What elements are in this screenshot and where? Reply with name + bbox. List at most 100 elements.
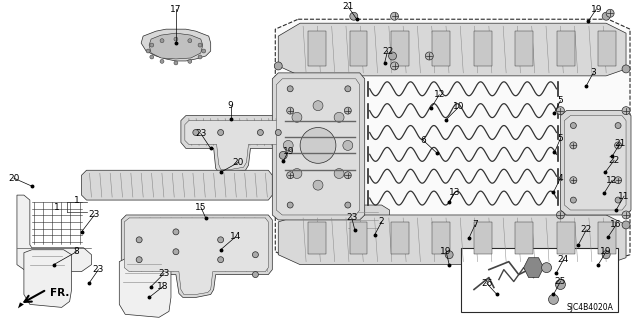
Polygon shape [276,79,360,215]
Bar [474,31,492,66]
Text: 15: 15 [195,203,207,211]
Circle shape [570,122,577,129]
Text: 23: 23 [93,265,104,274]
Circle shape [218,130,223,136]
Circle shape [445,251,453,259]
Text: 23: 23 [195,129,207,138]
Text: 22: 22 [382,47,393,56]
Bar [308,31,326,66]
Circle shape [188,59,192,63]
Circle shape [252,252,259,258]
Text: 11: 11 [618,192,630,201]
Circle shape [313,180,323,190]
Circle shape [570,142,577,149]
Text: 20: 20 [233,158,244,167]
Circle shape [390,12,399,20]
Circle shape [390,62,399,70]
Circle shape [614,177,621,184]
Bar [391,222,409,254]
Circle shape [556,107,564,115]
Text: SJC4B4020A: SJC4B4020A [566,303,613,312]
Circle shape [218,237,223,243]
Circle shape [622,221,630,229]
Circle shape [198,43,202,47]
Circle shape [350,12,358,20]
Polygon shape [181,115,290,172]
Polygon shape [18,302,24,308]
Circle shape [602,12,610,20]
Circle shape [570,177,577,184]
Polygon shape [564,115,626,210]
Circle shape [556,279,565,289]
Circle shape [188,39,192,43]
Text: 17: 17 [170,5,182,14]
Circle shape [388,52,397,60]
Circle shape [202,49,205,53]
Text: 1: 1 [74,196,79,204]
Circle shape [426,52,433,60]
Text: 18: 18 [157,282,169,291]
Circle shape [279,152,287,159]
Circle shape [275,62,282,70]
Bar [349,31,367,66]
Bar [515,31,533,66]
Bar [349,222,367,254]
Polygon shape [121,215,272,297]
Polygon shape [340,205,390,252]
Circle shape [146,49,150,53]
Polygon shape [524,258,543,278]
Bar [461,248,618,312]
Circle shape [252,271,259,278]
Circle shape [344,172,351,179]
Text: 5: 5 [557,134,563,143]
Text: 1: 1 [54,203,60,211]
Circle shape [174,37,178,41]
Text: 3: 3 [590,68,596,78]
Bar [433,31,451,66]
Bar [557,31,575,66]
Circle shape [136,237,142,243]
Polygon shape [119,258,171,317]
Polygon shape [185,121,285,169]
Circle shape [345,86,351,92]
Text: 16: 16 [611,220,622,229]
Text: 22: 22 [609,156,620,165]
Circle shape [160,59,164,63]
Circle shape [614,142,621,149]
Circle shape [287,107,294,114]
Polygon shape [149,33,203,59]
Circle shape [622,65,630,73]
Circle shape [284,140,293,150]
Bar [557,222,575,254]
Circle shape [548,294,559,304]
Text: 23: 23 [89,211,100,219]
Circle shape [218,257,223,263]
Text: 20: 20 [8,174,20,183]
Text: 19: 19 [600,247,612,256]
Circle shape [622,107,630,115]
Text: 23: 23 [158,269,170,278]
Polygon shape [124,218,268,294]
Circle shape [174,61,178,65]
Circle shape [541,263,552,273]
Polygon shape [278,215,626,265]
Text: 25: 25 [555,277,566,286]
Text: 10: 10 [453,102,465,111]
Text: 19: 19 [282,147,294,156]
Text: 21: 21 [614,139,626,148]
Text: 4: 4 [557,174,563,183]
Polygon shape [272,73,365,220]
Circle shape [343,140,353,150]
Text: 12: 12 [433,90,445,99]
Polygon shape [275,19,630,262]
Circle shape [150,43,154,47]
Circle shape [287,202,293,208]
Text: 12: 12 [607,176,618,185]
Circle shape [334,168,344,179]
Circle shape [602,251,610,259]
Polygon shape [278,23,626,76]
Text: 22: 22 [580,226,592,234]
Circle shape [292,112,302,122]
Circle shape [344,107,351,114]
Circle shape [622,211,630,219]
